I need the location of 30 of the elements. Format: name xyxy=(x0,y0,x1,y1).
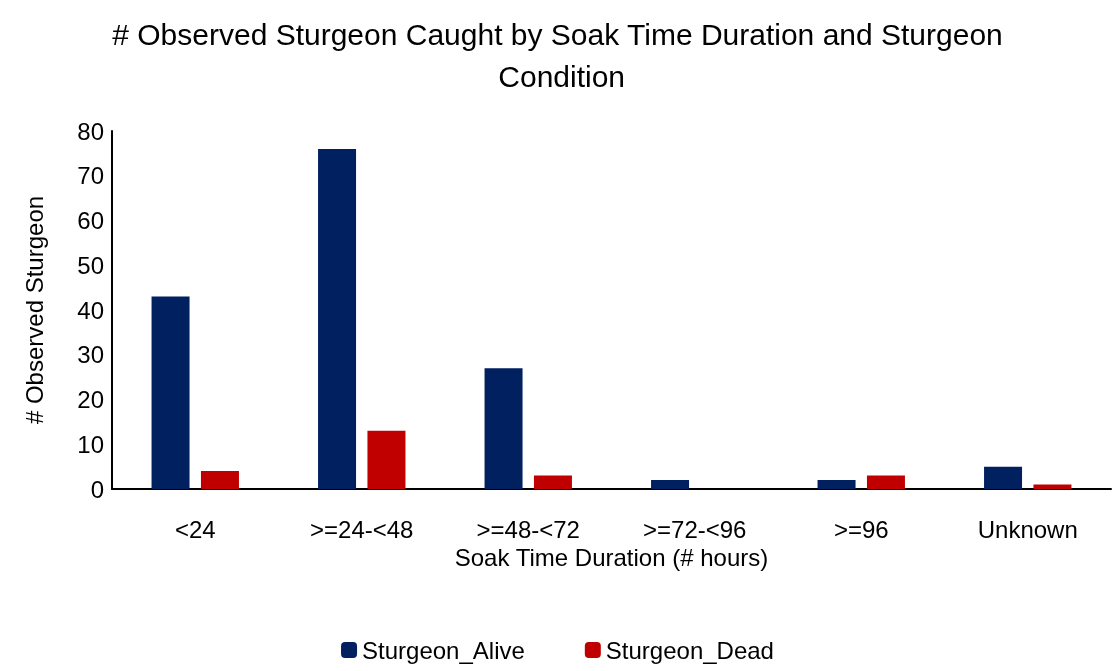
legend-label: Sturgeon_Dead xyxy=(605,636,774,664)
y-tick-label: 30 xyxy=(77,341,104,369)
legend-label: Sturgeon_Alive xyxy=(362,636,525,664)
x-axis-title: Soak Time Duration (# hours) xyxy=(454,544,769,572)
y-tick-label: 40 xyxy=(77,296,104,324)
x-tick-label: Unknown xyxy=(977,515,1078,543)
bar xyxy=(866,475,905,489)
chart-title: # Observed Sturgeon Caught by Soak Time Duration and Sturgeon Condition xyxy=(112,17,1003,93)
x-tick-label: <24 xyxy=(174,515,216,543)
bar xyxy=(533,475,572,489)
bar xyxy=(984,466,1023,489)
x-tick-label: >=96 xyxy=(833,515,889,543)
y-tick-label: 10 xyxy=(77,430,104,458)
x-tick-label: >=24-<48 xyxy=(310,515,414,543)
bar xyxy=(817,480,856,489)
x-tick-label: >=72-<96 xyxy=(643,515,747,543)
y-tick-label: 20 xyxy=(77,386,104,413)
bar xyxy=(200,471,239,489)
bar xyxy=(151,296,190,489)
y-tick-label: 80 xyxy=(77,117,104,145)
y-tick-label: 70 xyxy=(77,162,104,190)
bar xyxy=(367,430,406,489)
y-axis-title: # Observed Sturgeon xyxy=(20,195,48,425)
bar xyxy=(651,480,690,489)
y-tick-label: 60 xyxy=(77,207,104,234)
x-tick-label: >=48-<72 xyxy=(476,515,580,543)
y-tick-label: 0 xyxy=(90,475,104,503)
y-tick-label: 50 xyxy=(77,251,104,279)
bar xyxy=(484,368,523,489)
bar xyxy=(318,148,357,489)
